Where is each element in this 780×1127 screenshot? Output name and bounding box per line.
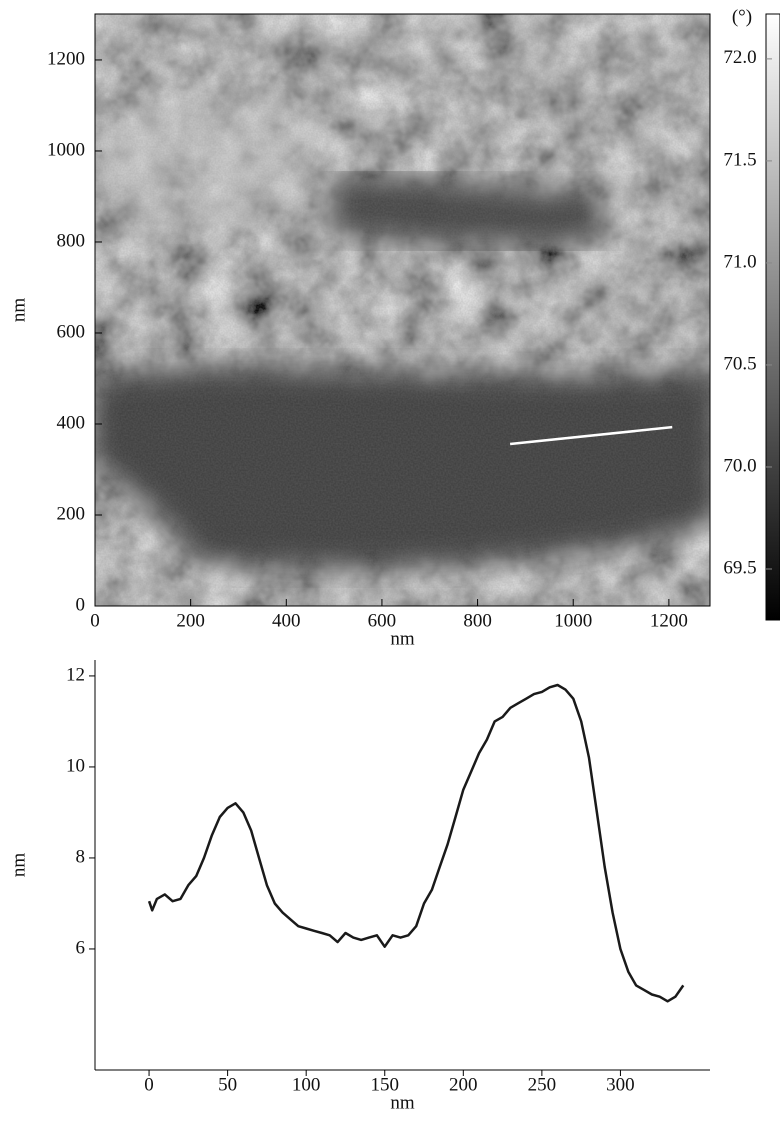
x-tick-label: 50: [218, 1074, 237, 1095]
colorbar-tick-label: 72.0: [723, 47, 756, 68]
x-tick-label: 300: [606, 1074, 635, 1095]
y-tick-label: 800: [57, 230, 86, 251]
x-tick-label: 800: [463, 610, 492, 631]
x-tick-label: 250: [528, 1074, 557, 1095]
colorbar-tick-label: 71.5: [723, 149, 756, 170]
colorbar-tick-label: 70.5: [723, 353, 756, 374]
x-tick-label: 400: [272, 610, 301, 631]
y-tick-label: 6: [76, 937, 86, 958]
y-tick-label: 1200: [47, 48, 85, 69]
x-tick-label: 200: [176, 610, 205, 631]
x-tick-label: 150: [370, 1074, 399, 1095]
y-tick-label: 600: [57, 321, 86, 342]
x-axis-label: nm: [390, 628, 415, 649]
y-tick-label: 10: [66, 755, 85, 776]
x-tick-label: 600: [368, 610, 397, 631]
y-axis-label: nm: [8, 853, 29, 878]
profile-curve: [147, 683, 685, 1003]
x-axis-label: nm: [390, 1092, 415, 1113]
y-tick-label: 8: [76, 846, 86, 867]
colorbar-label: (°): [732, 6, 752, 27]
y-tick-label: 200: [57, 503, 86, 524]
colorbar-tick-label: 70.0: [723, 455, 756, 476]
x-tick-label: 100: [292, 1074, 321, 1095]
y-tick-label: 1000: [47, 139, 85, 160]
x-tick-label: 200: [449, 1074, 478, 1095]
y-tick-label: 0: [76, 594, 86, 615]
x-tick-label: 1200: [650, 610, 688, 631]
colorbar: [765, 13, 780, 621]
x-tick-label: 1000: [554, 610, 592, 631]
y-tick-label: 12: [66, 664, 85, 685]
profile-line: [509, 425, 673, 446]
colorbar-tick-label: 69.5: [723, 557, 756, 578]
x-tick-label: 0: [144, 1074, 154, 1095]
afm-image: [95, 14, 710, 606]
colorbar-tick-label: 71.0: [723, 251, 756, 272]
image-frame: [94, 13, 711, 607]
y-tick-label: 400: [57, 412, 86, 433]
y-axis-label: nm: [8, 298, 29, 323]
x-tick-label: 0: [90, 610, 100, 631]
